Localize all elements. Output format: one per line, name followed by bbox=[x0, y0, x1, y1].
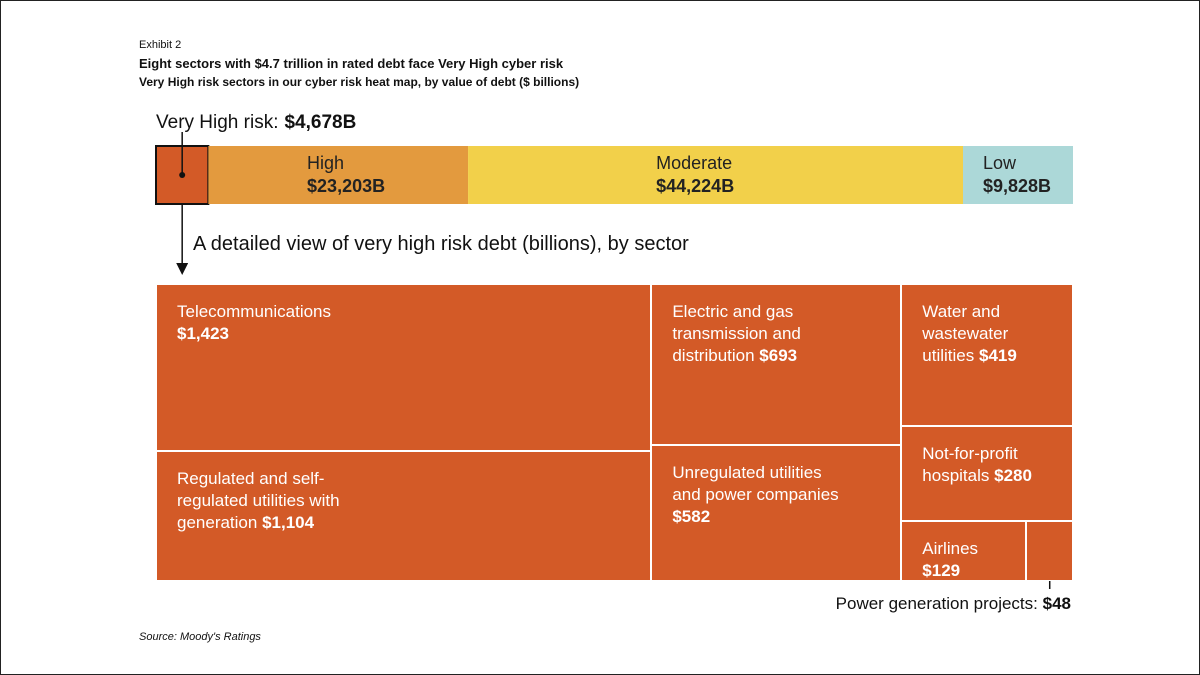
treemap-cell: Unregulated utilities and power companie… bbox=[651, 445, 902, 581]
cell-label: Not-for-profit hospitals $280 bbox=[922, 443, 1058, 487]
sector-name: Water and wastewater utilities bbox=[922, 302, 1009, 365]
sector-name: Regulated and self-regulated utilities w… bbox=[177, 469, 340, 533]
cell-label: Water and wastewater utilities $419 bbox=[922, 301, 1058, 367]
cell-label: Electric and gas transmission and distri… bbox=[672, 301, 852, 367]
marker-dot bbox=[179, 172, 186, 178]
value-label: $129 bbox=[922, 560, 961, 580]
bar-segment bbox=[468, 146, 964, 204]
bar-segment bbox=[963, 146, 1073, 204]
treemap-cell: Not-for-profit hospitals $280 bbox=[901, 426, 1073, 521]
value-label: $693 bbox=[759, 346, 798, 365]
treemap-cell: Water and wastewater utilities $419 bbox=[901, 284, 1073, 427]
treemap-cell bbox=[1026, 520, 1073, 581]
sector-name: Power generation projects: bbox=[835, 594, 1038, 613]
cell-label: Telecommunications $1,423 bbox=[177, 301, 357, 345]
cell-label: Airlines $129 bbox=[922, 538, 1011, 582]
bar-segment bbox=[208, 146, 469, 204]
category-name: Very High risk: bbox=[156, 112, 278, 133]
sector-name: Airlines bbox=[922, 538, 979, 558]
value-label: $48 bbox=[1042, 594, 1071, 613]
cell-label: Unregulated utilities and power companie… bbox=[672, 462, 852, 528]
chart-title: Eight sectors with $4.7 trillion in rate… bbox=[139, 56, 564, 71]
chart-subtitle: Very High risk sectors in our cyber risk… bbox=[139, 75, 580, 89]
value-label: $419 bbox=[978, 346, 1017, 365]
treemap-title: A detailed view of very high risk debt (… bbox=[193, 233, 689, 255]
value-label: $44,224B bbox=[656, 176, 734, 196]
exhibit-label: Exhibit 2 bbox=[139, 39, 182, 51]
source: Source: Moody's Ratings bbox=[139, 631, 261, 643]
sector-name: Not-for-profit hospitals bbox=[922, 444, 1018, 486]
sector-name: Electric and gas transmission and distri… bbox=[672, 302, 801, 365]
treemap-cell: Telecommunications $1,423 bbox=[156, 284, 652, 452]
category-label: Moderate bbox=[656, 153, 732, 173]
treemap-cell: Electric and gas transmission and distri… bbox=[651, 284, 902, 446]
cell-label: Regulated and self-regulated utilities w… bbox=[177, 468, 357, 534]
category-label: Low bbox=[983, 153, 1017, 173]
value-label: $4,678B bbox=[284, 112, 356, 133]
value-label: $582 bbox=[672, 507, 711, 527]
treemap-cell: Airlines $129 bbox=[901, 520, 1027, 582]
value-label: $1,423 bbox=[177, 324, 229, 343]
outside-label: Power generation projects: $48 bbox=[836, 594, 1071, 614]
category-label: High bbox=[307, 153, 344, 173]
sector-name: Unregulated utilities and power companie… bbox=[672, 463, 839, 505]
sector-name: Telecommunications bbox=[177, 302, 332, 321]
category-label: Very High risk: $4,678B bbox=[156, 112, 356, 133]
value-label: $280 bbox=[994, 466, 1032, 486]
treemap-cell: Regulated and self-regulated utilities w… bbox=[156, 451, 652, 581]
value-label: $23,203B bbox=[307, 176, 385, 196]
value-label: $1,104 bbox=[262, 513, 315, 533]
value-label: $9,828B bbox=[983, 176, 1051, 196]
